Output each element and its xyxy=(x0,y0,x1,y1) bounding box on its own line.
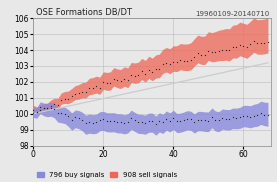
Legend: 796 buy signals, 908 sell signals: 796 buy signals, 908 sell signals xyxy=(37,172,177,178)
Text: 19960109-20140710: 19960109-20140710 xyxy=(195,11,269,17)
Text: OSE Formations DB/DT: OSE Formations DB/DT xyxy=(36,8,132,17)
